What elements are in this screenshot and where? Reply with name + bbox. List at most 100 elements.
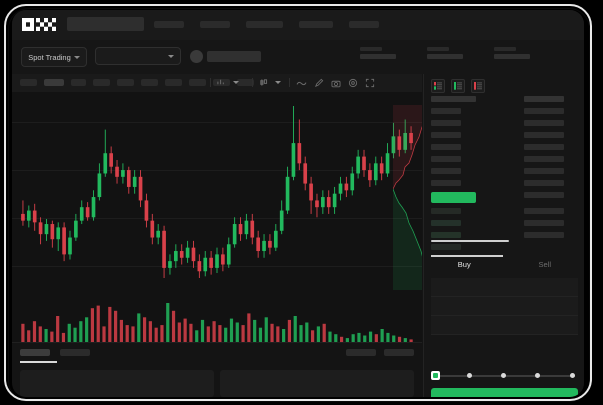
- trade-form-tabs: Buy Sell: [424, 255, 584, 276]
- nav-item-1[interactable]: [154, 21, 184, 28]
- slider-mark-75[interactable]: [535, 372, 540, 378]
- toolbar-icons-3: [296, 78, 375, 88]
- last-price-value: [207, 51, 261, 62]
- trades-row: [524, 192, 564, 198]
- ask-row[interactable]: [431, 168, 461, 174]
- active-tab-underline: [431, 255, 503, 257]
- app-screen: Spot Trading: [12, 10, 584, 397]
- nav-item-5[interactable]: [349, 21, 379, 28]
- bid-row[interactable]: [431, 232, 461, 238]
- coin-avatar: [190, 50, 203, 63]
- price-field[interactable]: [431, 278, 578, 297]
- slider-mark-25[interactable]: [467, 372, 472, 378]
- toolbar-divider-2: [252, 78, 253, 87]
- trades-row: [524, 180, 564, 186]
- nav-items: [154, 21, 379, 28]
- toolbar-divider-1: [210, 78, 211, 87]
- pair-selector[interactable]: [95, 47, 181, 65]
- slider-handle[interactable]: [431, 371, 440, 380]
- pencil-icon[interactable]: [314, 78, 324, 88]
- mid-price-row: [431, 192, 476, 203]
- trades-row: [524, 168, 564, 174]
- active-tab-underline: [20, 361, 57, 363]
- bottom-tab-1[interactable]: [20, 349, 50, 356]
- camera-icon[interactable]: [331, 79, 341, 88]
- chart-gridline: [12, 122, 422, 123]
- orderbook-depth-slider[interactable]: [431, 240, 509, 242]
- total-field[interactable]: [431, 316, 578, 335]
- nav-item-2[interactable]: [200, 21, 230, 28]
- ask-row[interactable]: [431, 180, 461, 186]
- line-tool-icon[interactable]: [296, 79, 307, 88]
- ask-row[interactable]: [431, 120, 461, 126]
- chevron-down-icon: [168, 54, 174, 58]
- okx-logo-icon[interactable]: [22, 18, 58, 31]
- trades-row: [524, 108, 564, 114]
- spot-trading-dropdown[interactable]: Spot Trading: [21, 47, 87, 67]
- chart-gridline: [12, 170, 422, 171]
- trades-row: [524, 220, 564, 226]
- price-chart[interactable]: [12, 92, 422, 342]
- slider-mark-100[interactable]: [570, 372, 575, 378]
- bottom-tab-2[interactable]: [60, 349, 90, 356]
- tab-sell[interactable]: Sell: [538, 260, 551, 269]
- stat-2-label: [427, 47, 449, 51]
- timeframe-5[interactable]: [117, 79, 134, 86]
- stat-3: [494, 47, 530, 59]
- timeframe-7[interactable]: [165, 79, 182, 86]
- stat-2-value: [427, 54, 463, 59]
- volume-series: [21, 303, 413, 342]
- depth-chart-overlay: [393, 105, 422, 290]
- trades-row: [524, 120, 564, 126]
- candlestick-series: [21, 106, 413, 278]
- chart-type-icon[interactable]: [259, 78, 268, 87]
- submit-order-button[interactable]: [431, 388, 578, 397]
- timeframe-1[interactable]: [20, 79, 37, 86]
- search-input[interactable]: [67, 17, 144, 31]
- orderbook-both-icon[interactable]: [431, 79, 445, 93]
- indicators-icon[interactable]: [217, 78, 226, 87]
- fullscreen-icon[interactable]: [365, 78, 375, 88]
- timeframe-6[interactable]: [141, 79, 158, 86]
- top-navbar: [12, 10, 584, 40]
- ask-row[interactable]: [431, 156, 461, 162]
- slider-mark-50[interactable]: [501, 372, 506, 378]
- trades-row: [524, 208, 564, 214]
- chart-toolbar: [12, 74, 422, 93]
- timeframe-9[interactable]: [213, 79, 230, 86]
- bid-row[interactable]: [431, 220, 461, 226]
- chevron-down-icon[interactable]: [233, 81, 239, 84]
- chevron-down-icon[interactable]: [275, 81, 281, 84]
- orderbook-header: [431, 96, 476, 102]
- nav-item-4[interactable]: [299, 21, 333, 28]
- stat-1-label: [360, 47, 382, 51]
- bottom-action-2[interactable]: [384, 349, 414, 356]
- stat-2: [427, 47, 463, 59]
- orderbook-header-right: [524, 96, 564, 102]
- tab-buy[interactable]: Buy: [457, 260, 471, 269]
- bid-row[interactable]: [431, 244, 461, 250]
- orderbook-bids-icon[interactable]: [451, 79, 465, 93]
- trades-row: [524, 232, 564, 238]
- timeframe-4[interactable]: [93, 79, 110, 86]
- settings-icon[interactable]: [348, 78, 358, 88]
- ask-row[interactable]: [431, 132, 461, 138]
- bid-row[interactable]: [431, 208, 461, 214]
- amount-field[interactable]: [431, 297, 578, 316]
- ask-row[interactable]: [431, 108, 461, 114]
- timeframe-3[interactable]: [71, 79, 86, 86]
- ask-row[interactable]: [431, 144, 461, 150]
- timeframe-group: [20, 79, 254, 86]
- orderbook-asks-icon[interactable]: [471, 79, 485, 93]
- bottom-action-1[interactable]: [346, 349, 376, 356]
- orderbook-mode-group: [431, 79, 485, 93]
- stat-1-value: [360, 54, 396, 59]
- timeframe-8[interactable]: [189, 79, 206, 86]
- toolbar-icons: [217, 78, 239, 87]
- timeframe-10[interactable]: [237, 79, 254, 86]
- amount-percent-slider[interactable]: [431, 371, 578, 381]
- nav-item-3[interactable]: [246, 21, 283, 28]
- timeframe-2[interactable]: [44, 79, 64, 86]
- orders-actions: [346, 349, 414, 356]
